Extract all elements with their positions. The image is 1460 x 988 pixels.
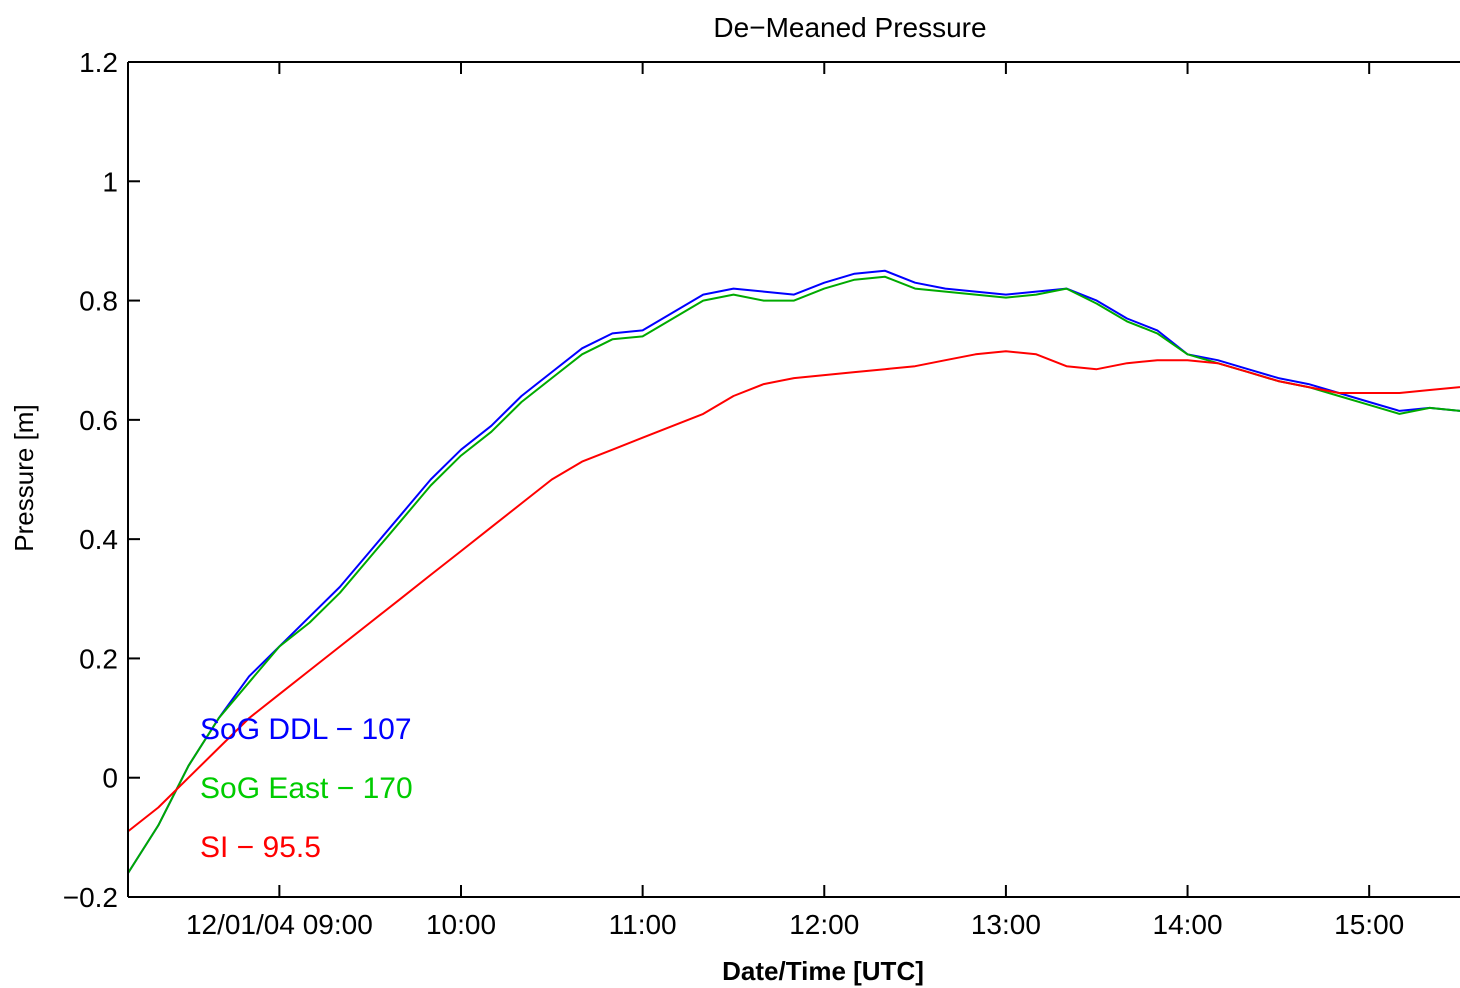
chart-title: De−Meaned Pressure	[713, 12, 986, 43]
y-tick-label: 0.6	[79, 405, 118, 436]
series-line-1	[127, 269, 1460, 874]
series-line-3	[127, 350, 1460, 833]
x-tick-label: 10:00	[426, 909, 496, 940]
y-tick-label: 0.4	[79, 524, 118, 555]
y-tick-label: 0	[102, 763, 118, 794]
x-tick-label: 11:00	[609, 909, 677, 940]
x-axis-label: Date/Time [UTC]	[722, 956, 924, 986]
x-tick-label: 12:00	[789, 909, 859, 940]
legend-entry-1: SoG DDL − 107	[200, 713, 412, 746]
legend-entry-2: SoG East − 170	[200, 772, 413, 805]
y-axis-label: Pressure [m]	[9, 404, 39, 551]
y-tick-label: 0.2	[79, 643, 118, 674]
y-tick-label: 0.8	[79, 286, 118, 317]
y-tick-label: 1.2	[79, 47, 118, 78]
x-tick-label: 12/01/04 09:00	[186, 909, 373, 940]
x-tick-label: 15:00	[1334, 909, 1404, 940]
x-tick-label: 14:00	[1153, 909, 1223, 940]
y-tick-label: −0.2	[63, 882, 118, 913]
y-tick-label: 1	[102, 166, 118, 197]
legend-entry-3: SI − 95.5	[200, 831, 321, 864]
plot-series	[127, 269, 1460, 874]
x-tick-label: 13:00	[971, 909, 1041, 940]
axes: −0.2 0 0.2 0.4 0.6 0.8 1 1.2 12/01/04 09:00 10:00…	[63, 47, 1460, 940]
legend: SoG DDL − 107 SoG East − 170 SI − 95.5	[200, 713, 413, 864]
